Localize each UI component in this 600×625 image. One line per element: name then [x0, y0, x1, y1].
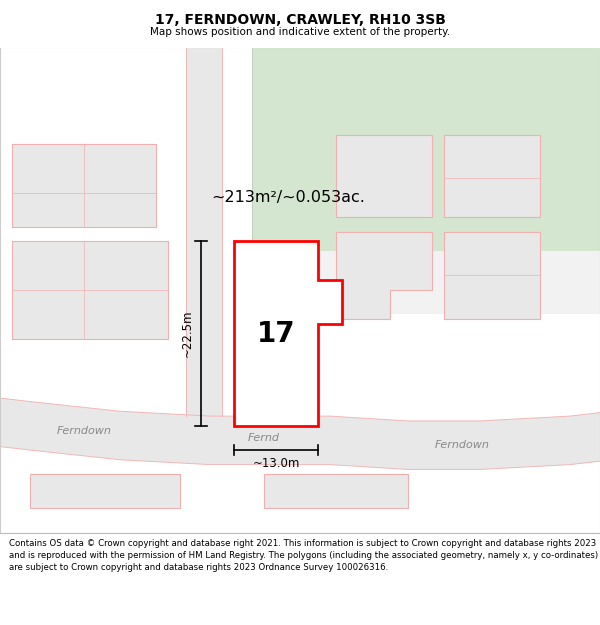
Text: ~13.0m: ~13.0m — [253, 458, 299, 471]
Polygon shape — [444, 232, 540, 319]
Polygon shape — [444, 135, 540, 218]
Polygon shape — [186, 48, 222, 416]
Polygon shape — [234, 241, 342, 426]
Text: ~22.5m: ~22.5m — [181, 310, 194, 358]
Polygon shape — [12, 144, 156, 227]
Polygon shape — [336, 135, 432, 218]
Polygon shape — [336, 232, 432, 319]
Text: 17: 17 — [257, 319, 295, 348]
Polygon shape — [12, 241, 168, 339]
Text: Fernd: Fernd — [248, 433, 280, 443]
Polygon shape — [30, 474, 180, 508]
Text: Contains OS data © Crown copyright and database right 2021. This information is : Contains OS data © Crown copyright and d… — [9, 539, 598, 572]
Polygon shape — [252, 251, 600, 314]
Text: 17, FERNDOWN, CRAWLEY, RH10 3SB: 17, FERNDOWN, CRAWLEY, RH10 3SB — [155, 13, 445, 28]
Polygon shape — [264, 474, 408, 508]
Text: ~213m²/~0.053ac.: ~213m²/~0.053ac. — [211, 191, 365, 206]
Text: Ferndown: Ferndown — [56, 426, 112, 436]
Polygon shape — [252, 48, 600, 251]
Text: Ferndown: Ferndown — [434, 440, 490, 450]
Text: Map shows position and indicative extent of the property.: Map shows position and indicative extent… — [150, 27, 450, 37]
Polygon shape — [0, 397, 600, 469]
